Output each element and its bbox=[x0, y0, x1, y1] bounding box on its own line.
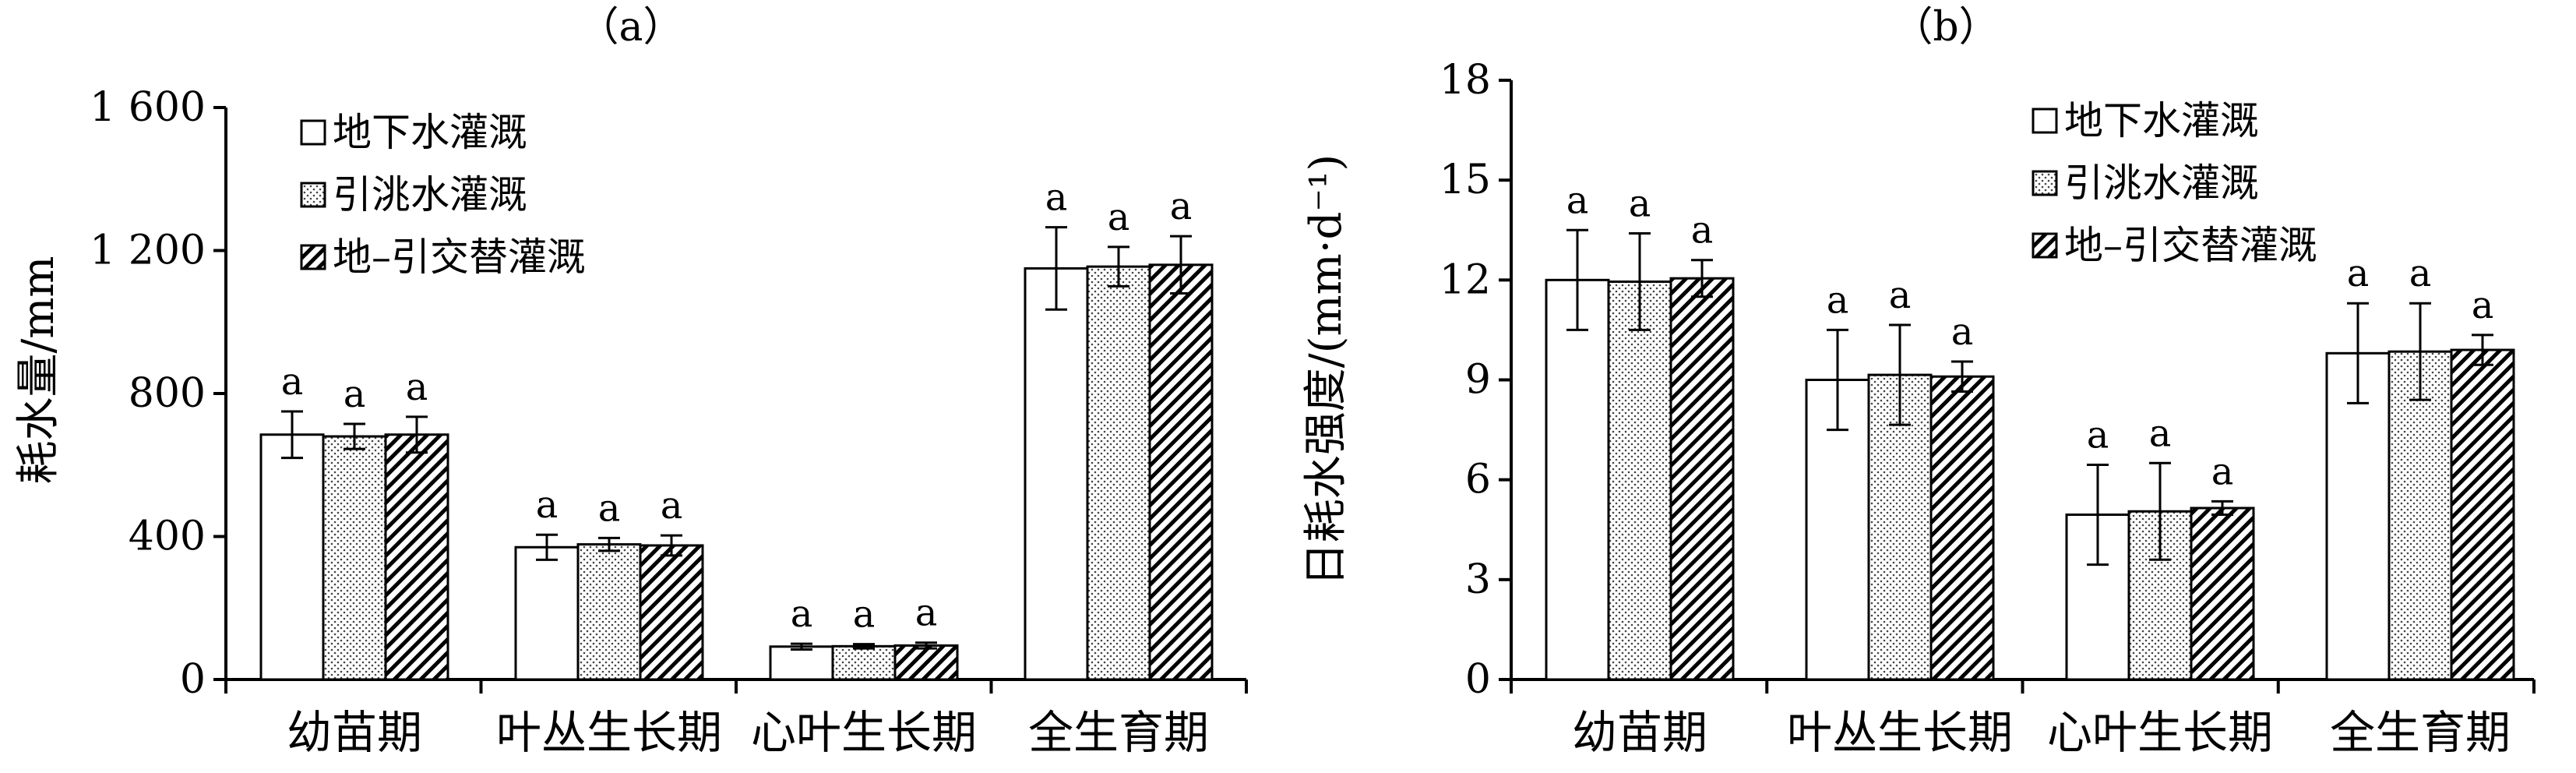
legend-swatch-hatch bbox=[2032, 232, 2058, 259]
x-category-label: 幼苗期 bbox=[1572, 706, 1707, 759]
bar bbox=[893, 644, 959, 681]
panel-label-a: （a） bbox=[578, 4, 684, 51]
legend-label: 地–引交替灌溉 bbox=[2064, 223, 2317, 268]
bar bbox=[384, 433, 449, 681]
chart-panel-a: （a） 耗水量/mm 0 400 800 1 200 1 600 幼苗期 叶丛生长期 心叶生长… bbox=[13, 4, 1248, 759]
y-tick-label: 18 bbox=[1440, 57, 1491, 104]
x-category-label: 叶丛生长期 bbox=[1787, 706, 2013, 759]
legend-item: 引洮水灌溉 bbox=[2032, 152, 2317, 214]
panel-label-b: （b） bbox=[1892, 4, 2000, 51]
significance-label: a bbox=[406, 365, 428, 409]
significance-label: a bbox=[1566, 178, 1589, 222]
legend-swatch-white bbox=[300, 119, 326, 146]
legend-swatch-dots bbox=[2032, 170, 2058, 196]
x-category-label: 全生育期 bbox=[2330, 706, 2511, 759]
bar bbox=[639, 544, 704, 681]
bar bbox=[2450, 348, 2515, 681]
bar bbox=[1545, 278, 1610, 681]
significance-label: a bbox=[1108, 196, 1130, 239]
bar bbox=[769, 645, 834, 681]
x-category-label: 心叶生长期 bbox=[2047, 706, 2273, 759]
legend-swatch-dots bbox=[300, 182, 326, 208]
legend-label: 地–引交替灌溉 bbox=[333, 235, 586, 280]
bar bbox=[514, 545, 580, 681]
y-tick-label: 3 bbox=[1465, 556, 1491, 603]
y-tick-label: 12 bbox=[1440, 256, 1491, 303]
bar bbox=[2190, 507, 2255, 681]
bar bbox=[2325, 351, 2391, 681]
significance-label: a bbox=[1951, 310, 1974, 354]
legend-swatch-hatch bbox=[300, 244, 326, 270]
significance-label: a bbox=[281, 360, 304, 404]
legend-item: 地下水灌溉 bbox=[300, 101, 586, 164]
legend-b: 地下水灌溉 引洮水灌溉 地–引交替灌溉 bbox=[2032, 90, 2317, 277]
bar bbox=[1607, 280, 1672, 681]
y-tick-label: 9 bbox=[1465, 357, 1491, 404]
x-category-label: 叶丛生长期 bbox=[496, 706, 722, 759]
significance-label: a bbox=[2211, 450, 2234, 493]
significance-label: a bbox=[1045, 176, 1068, 220]
legend-item: 地–引交替灌溉 bbox=[300, 226, 586, 288]
significance-label: a bbox=[1170, 185, 1193, 228]
y-tick-label: 0 bbox=[180, 656, 206, 703]
significance-label: a bbox=[1889, 274, 1912, 317]
x-category-label: 幼苗期 bbox=[287, 706, 422, 759]
legend-item: 地–引交替灌溉 bbox=[2032, 214, 2317, 277]
legend-label: 引洮水灌溉 bbox=[2064, 161, 2259, 206]
significance-label: a bbox=[791, 592, 813, 636]
significance-label: a bbox=[2087, 413, 2109, 457]
bar bbox=[1929, 375, 1995, 681]
significance-label: a bbox=[598, 486, 621, 530]
bar bbox=[1669, 277, 1735, 681]
x-category-label: 全生育期 bbox=[1028, 706, 1209, 759]
y-tick-label: 800 bbox=[129, 370, 206, 417]
significance-label: a bbox=[661, 484, 683, 528]
significance-label: a bbox=[2472, 284, 2494, 327]
bar bbox=[1148, 263, 1214, 681]
legend-label: 地下水灌溉 bbox=[333, 110, 527, 155]
significance-label: a bbox=[1827, 278, 1849, 322]
bar bbox=[831, 644, 897, 681]
bar bbox=[322, 435, 387, 681]
bar bbox=[576, 543, 642, 681]
y-tick-label: 6 bbox=[1465, 457, 1491, 503]
bar bbox=[1024, 266, 1089, 681]
significance-label: a bbox=[2347, 252, 2370, 295]
significance-label: a bbox=[344, 372, 366, 416]
y-tick-label: 15 bbox=[1440, 157, 1491, 203]
legend-label: 引洮水灌溉 bbox=[333, 172, 527, 217]
chart-panel-b: （b） 日耗水强度/(mm·d⁻¹) 0 3 6 9 12 15 18 幼苗期 叶丛生长期 心叶生… bbox=[1288, 0, 2576, 773]
significance-label: a bbox=[853, 593, 876, 637]
legend-item: 地下水灌溉 bbox=[2032, 90, 2317, 152]
bar bbox=[259, 433, 325, 681]
y-tick-label: 1 200 bbox=[90, 228, 206, 274]
legend-swatch-white bbox=[2032, 108, 2058, 134]
legend-a: 地下水灌溉 引洮水灌溉 地–引交替灌溉 bbox=[300, 101, 586, 288]
legend-label: 地下水灌溉 bbox=[2064, 98, 2259, 143]
legend-item: 引洮水灌溉 bbox=[300, 164, 586, 226]
significance-label: a bbox=[2409, 252, 2432, 295]
y-tick-label: 1 600 bbox=[90, 84, 206, 131]
y-tick-label: 0 bbox=[1465, 656, 1491, 703]
significance-label: a bbox=[915, 591, 938, 635]
significance-label: a bbox=[536, 483, 559, 527]
x-category-label: 心叶生长期 bbox=[751, 706, 977, 759]
significance-label: a bbox=[1691, 209, 1714, 252]
significance-label: a bbox=[2149, 411, 2172, 455]
bar bbox=[1086, 265, 1151, 681]
y-tick-label: 400 bbox=[129, 514, 206, 560]
significance-label: a bbox=[1629, 182, 1651, 226]
